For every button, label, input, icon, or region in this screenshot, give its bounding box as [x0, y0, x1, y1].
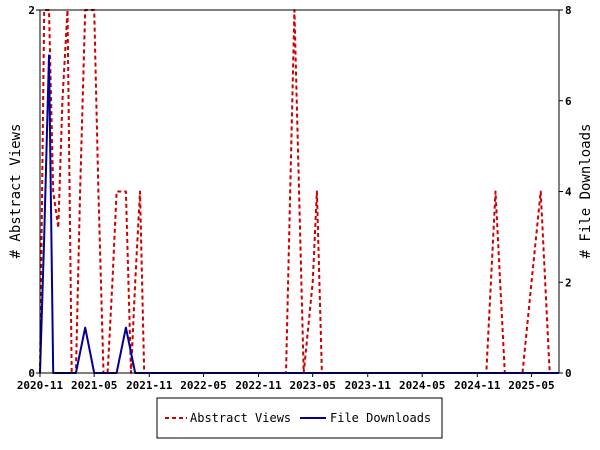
x-tick-label: 2021-11 [126, 379, 173, 392]
plot-area [39, 9, 559, 374]
y-left-tick-label: 0 [28, 367, 35, 380]
y-axis-left: 02 [28, 4, 40, 380]
y-axis-right-title: # File Downloads [578, 124, 594, 259]
series-line-abstract-views [39, 9, 551, 374]
legend-label-file-downloads: File Downloads [330, 411, 431, 425]
y-right-tick-label: 6 [565, 95, 572, 108]
series-line-file-downloads [39, 54, 559, 374]
y-axis-right: 0 2 4 6 8 [559, 4, 572, 380]
x-tick-label: 2021-05 [71, 379, 117, 392]
x-tick-label: 2024-11 [454, 379, 501, 392]
x-tick-label: 2022-05 [180, 379, 226, 392]
y-right-tick-label: 4 [565, 186, 572, 199]
legend-box [156, 397, 443, 439]
y-left-tick-label: 2 [28, 4, 35, 17]
y-right-tick-label: 0 [565, 367, 572, 380]
x-tick-label: 2024-05 [399, 379, 445, 392]
x-tick-label: 2022-11 [235, 379, 282, 392]
legend: Abstract Views File Downloads [156, 397, 443, 439]
x-tick-label: 2023-05 [289, 379, 335, 392]
y-right-tick-label: 2 [565, 276, 572, 289]
legend-label-abstract-views: Abstract Views [190, 411, 291, 425]
x-tick-label: 2025-05 [508, 379, 554, 392]
x-tick-label: 2023-11 [345, 379, 392, 392]
y-right-tick-label: 8 [565, 4, 572, 17]
x-axis: 2020-11 2021-05 2021-11 2022-05 2022-11 2023-… [17, 373, 555, 392]
y-axis-left-title: # Abstract Views [8, 124, 24, 259]
x-tick-label: 2020-11 [17, 379, 64, 392]
